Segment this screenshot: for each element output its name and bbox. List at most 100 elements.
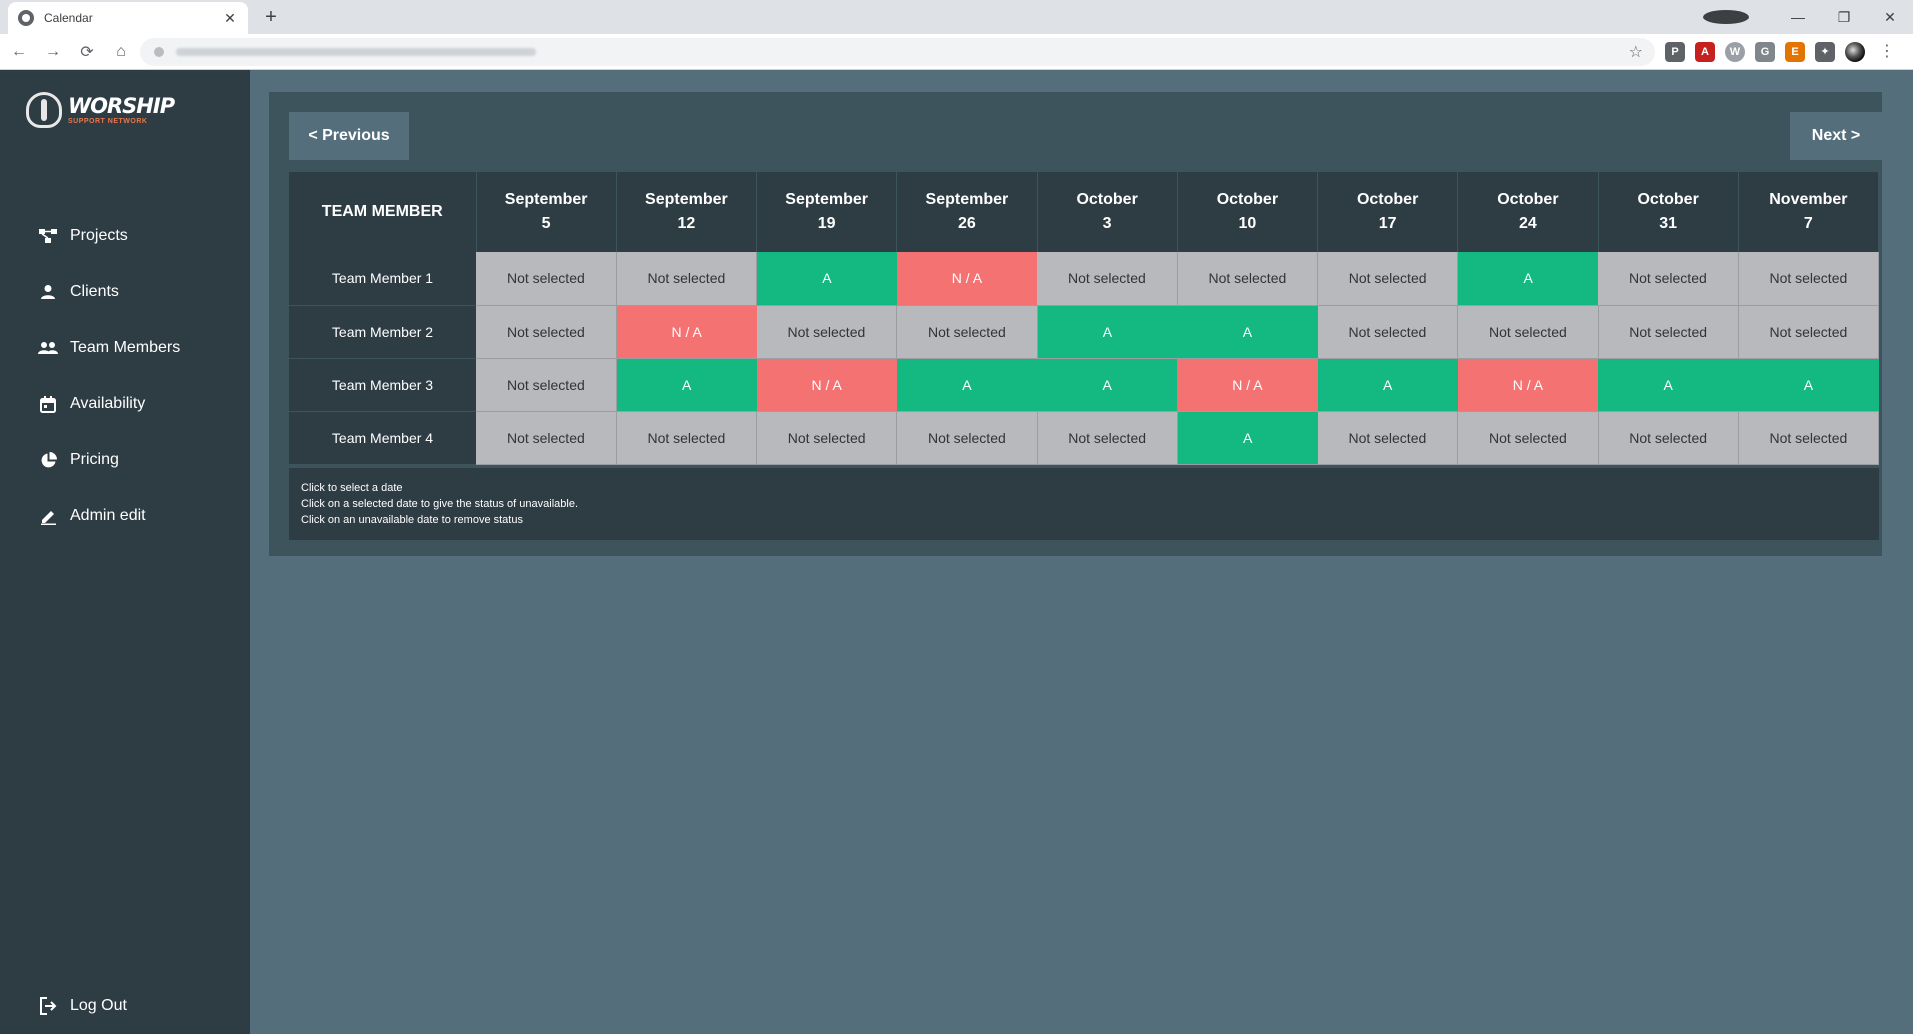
sidebar-item-availability[interactable]: Availability [0, 376, 250, 432]
home-button[interactable]: ⌂ [116, 42, 126, 60]
table-header-row: TEAM MEMBER September 5 September 12 Septe… [289, 172, 1880, 252]
availability-cell[interactable]: A [1037, 358, 1178, 412]
availability-cell[interactable]: Not selected [1317, 305, 1459, 359]
minimize-button[interactable]: — [1791, 9, 1805, 25]
extension-icon[interactable]: P [1665, 42, 1685, 62]
restore-button[interactable]: ❐ [1837, 8, 1851, 25]
back-button[interactable]: ← [11, 42, 27, 60]
date-header: September 26 [896, 172, 1038, 252]
sidebar-item-clients[interactable]: Clients [0, 264, 250, 320]
close-tab-icon[interactable]: ✕ [224, 9, 236, 26]
availability-cell[interactable]: Not selected [1598, 252, 1739, 306]
date-header: November 7 [1738, 172, 1880, 252]
address-bar[interactable]: ☆ [140, 38, 1655, 66]
tab-search-icon[interactable] [1703, 10, 1749, 24]
availability-cell[interactable]: Not selected [1457, 305, 1599, 359]
availability-cell[interactable]: Not selected [616, 411, 758, 465]
calendar-panel: < Previous Next > TEAM MEMBER September 5… [269, 92, 1882, 556]
availability-cell[interactable]: N / A [896, 252, 1037, 306]
availability-cell[interactable]: A [1317, 358, 1458, 412]
extension-icon[interactable]: E [1785, 42, 1805, 62]
availability-cell[interactable]: Not selected [1598, 305, 1739, 359]
extension-icon[interactable]: W [1725, 42, 1745, 62]
sidebar-item-team-members[interactable]: Team Members [0, 320, 250, 376]
availability-cell[interactable]: N / A [756, 358, 897, 412]
availability-cell[interactable]: Not selected [1738, 252, 1880, 306]
reload-button[interactable]: ⟳ [80, 43, 94, 61]
logo-sub-text: SUPPORT NETWORK [68, 117, 148, 125]
logo[interactable]: WORSHIP SUPPORT NETWORK [26, 92, 175, 128]
date-header: October 24 [1457, 172, 1599, 252]
bookmark-star-icon[interactable]: ☆ [1628, 44, 1643, 61]
availability-table: TEAM MEMBER September 5 September 12 Septe… [289, 172, 1880, 465]
availability-cell[interactable]: Not selected [616, 252, 758, 306]
availability-cell[interactable]: A [1738, 358, 1879, 412]
microphone-logo-icon [26, 92, 62, 128]
sidebar-nav: Projects Clients Team Members Availabili… [0, 208, 250, 544]
availability-cell[interactable]: Not selected [476, 411, 617, 465]
browser-tab-bar: Calendar ✕ + — ❐ ✕ [0, 0, 1913, 34]
date-header: October 31 [1598, 172, 1739, 252]
availability-cell[interactable]: Not selected [896, 411, 1038, 465]
availability-cell[interactable]: Not selected [1457, 411, 1599, 465]
date-header: October 10 [1177, 172, 1319, 252]
sidebar-item-label: Availability [70, 395, 146, 412]
availability-cell[interactable]: A [1177, 411, 1318, 465]
sidebar-item-pricing[interactable]: Pricing [0, 432, 250, 488]
sidebar: WORSHIP SUPPORT NETWORK Projects Clients… [0, 70, 250, 1034]
availability-cell[interactable]: Not selected [1738, 305, 1880, 359]
next-button[interactable]: Next > [1790, 112, 1882, 160]
browser-tab[interactable]: Calendar ✕ [8, 2, 248, 34]
availability-cell[interactable]: Not selected [476, 358, 617, 412]
logout-link[interactable]: Log Out [38, 986, 127, 1026]
availability-cell[interactable]: Not selected [1037, 411, 1178, 465]
availability-cell[interactable]: A [1598, 358, 1739, 412]
sidebar-item-projects[interactable]: Projects [0, 208, 250, 264]
availability-cell[interactable]: A [616, 358, 757, 412]
close-window-button[interactable]: ✕ [1884, 8, 1896, 25]
availability-cell[interactable]: Not selected [896, 305, 1038, 359]
previous-button[interactable]: < Previous [289, 112, 409, 160]
team-member-name: Team Member 3 [289, 358, 476, 412]
availability-cell[interactable]: Not selected [1598, 411, 1739, 465]
sidebar-item-label: Pricing [70, 451, 119, 468]
availability-cell[interactable]: A [1177, 305, 1318, 359]
sidebar-item-label: Clients [70, 283, 119, 300]
new-tab-button[interactable]: + [265, 6, 277, 28]
availability-cell[interactable]: N / A [1457, 358, 1598, 412]
availability-cell[interactable]: A [1457, 252, 1598, 306]
browser-menu-icon[interactable]: ⋮ [1879, 43, 1895, 60]
team-member-name: Team Member 4 [289, 411, 476, 465]
availability-cell[interactable]: A [1037, 305, 1178, 359]
availability-cell[interactable]: A [896, 358, 1037, 412]
availability-cell[interactable]: A [756, 252, 897, 306]
availability-cell[interactable]: Not selected [1317, 411, 1459, 465]
availability-cell[interactable]: Not selected [476, 252, 617, 306]
team-member-name: Team Member 2 [289, 305, 476, 359]
table-row: Team Member 3 Not selected A N / A A A N… [289, 358, 1879, 412]
availability-cell[interactable]: Not selected [756, 305, 898, 359]
availability-cell[interactable]: N / A [616, 305, 757, 359]
instruction-line: Click on a selected date to give the sta… [301, 498, 579, 510]
availability-cell[interactable]: Not selected [1177, 252, 1319, 306]
forward-button[interactable]: → [45, 42, 61, 60]
availability-cell[interactable]: Not selected [1317, 252, 1459, 306]
profile-avatar[interactable] [1845, 42, 1865, 62]
availability-cell[interactable]: N / A [1177, 358, 1318, 412]
site-info-icon[interactable] [154, 47, 164, 57]
availability-cell[interactable]: Not selected [756, 411, 898, 465]
globe-icon [18, 10, 34, 26]
sidebar-item-admin-edit[interactable]: Admin edit [0, 488, 250, 544]
sidebar-item-label: Admin edit [70, 507, 146, 524]
pie-chart-icon [38, 450, 58, 470]
extension-icon[interactable]: G [1755, 42, 1775, 62]
availability-cell[interactable]: Not selected [476, 305, 617, 359]
date-header: September 5 [476, 172, 617, 252]
instruction-line: Click to select a date [301, 482, 403, 494]
availability-cell[interactable]: Not selected [1037, 252, 1178, 306]
logo-main-text: WORSHIP [68, 93, 175, 118]
window-controls: — ❐ ✕ [1703, 0, 1913, 34]
availability-cell[interactable]: Not selected [1738, 411, 1880, 465]
puzzle-icon[interactable]: ✦ [1815, 42, 1835, 62]
pdf-extension-icon[interactable]: A [1695, 42, 1715, 62]
